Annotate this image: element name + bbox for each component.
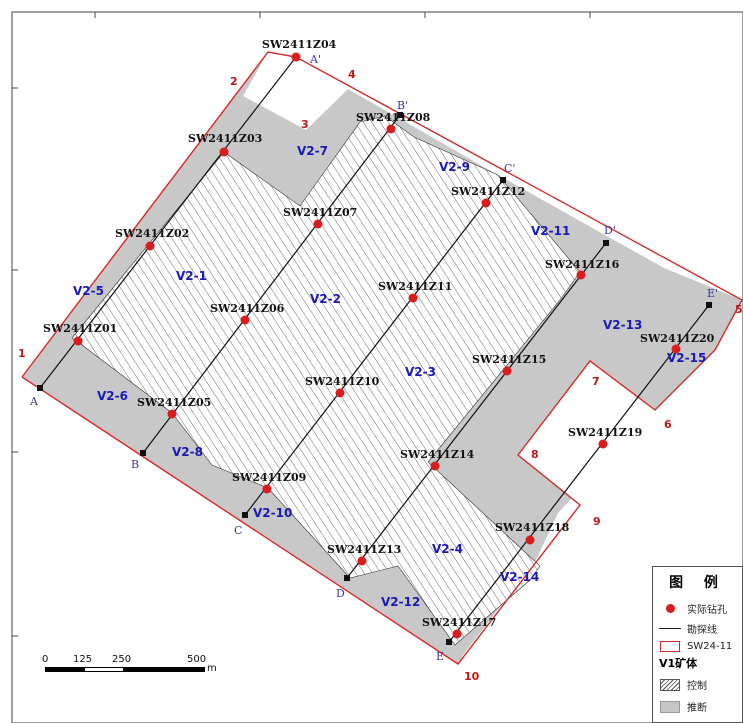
legend-title: 图 例	[653, 572, 742, 592]
scale-tick: 0	[42, 654, 48, 665]
scale-tick: 125	[73, 654, 92, 665]
boundary-icon	[660, 641, 680, 652]
legend-boundary: SW24-11	[659, 641, 732, 652]
legend-drill-hole: 实际钻孔	[659, 601, 727, 616]
scale-bar: 0 125 250 500 m	[40, 654, 215, 684]
scale-tick: 500	[187, 654, 206, 665]
gray-fill-icon	[660, 701, 680, 713]
legend-controlled: 控制	[659, 677, 707, 692]
drill-hole-icon	[666, 604, 675, 613]
legend: 图 例 实际钻孔 勘探线 SW24-11 V1矿体 控制 推断	[652, 566, 743, 723]
legend-inferred: 推断	[659, 699, 707, 714]
scale-tick: 250	[112, 654, 131, 665]
legend-exploration-line: 勘探线	[659, 621, 717, 636]
hatch-icon	[660, 679, 680, 691]
line-icon	[659, 628, 681, 629]
legend-orebody-title: V1矿体	[659, 655, 697, 671]
scale-unit: m	[207, 663, 217, 674]
